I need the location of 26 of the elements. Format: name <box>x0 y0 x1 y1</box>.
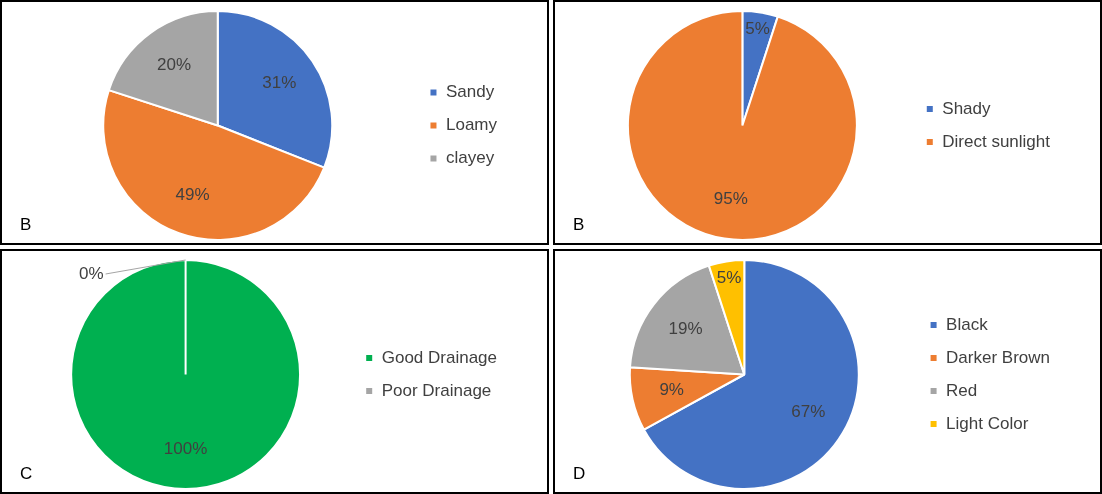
legend-label: Black <box>946 314 989 334</box>
data-label: 20% <box>156 54 192 74</box>
text: 0% <box>79 263 104 283</box>
data-label: 100% <box>163 438 208 458</box>
text: B <box>20 214 32 234</box>
legend-label: Red <box>946 380 978 400</box>
data-label: 31% <box>262 73 297 93</box>
data-label: 9% <box>659 380 684 400</box>
data-label: 95% <box>713 188 748 208</box>
data-label: 67% <box>791 402 826 422</box>
data-label: 5% <box>745 19 770 39</box>
legend-label: Direct sunlight <box>942 131 1051 151</box>
legend-label: Shady <box>942 98 991 118</box>
legend-label: clayey <box>445 148 495 168</box>
data-label: 19% <box>668 318 703 338</box>
legend-label: Poor Drainage <box>381 380 492 400</box>
legend-label: Light Color <box>946 413 1029 433</box>
text: D <box>573 463 586 483</box>
text: B <box>573 214 585 234</box>
data-label: 49% <box>175 185 210 205</box>
legend-label: Good Drainage <box>381 347 498 367</box>
data-label: 5% <box>716 268 742 288</box>
text: C <box>20 463 33 483</box>
legend-label: Sandy <box>445 82 495 102</box>
legend-label: Loamy <box>445 115 498 135</box>
legend-label: Darker Brown <box>946 347 1050 367</box>
